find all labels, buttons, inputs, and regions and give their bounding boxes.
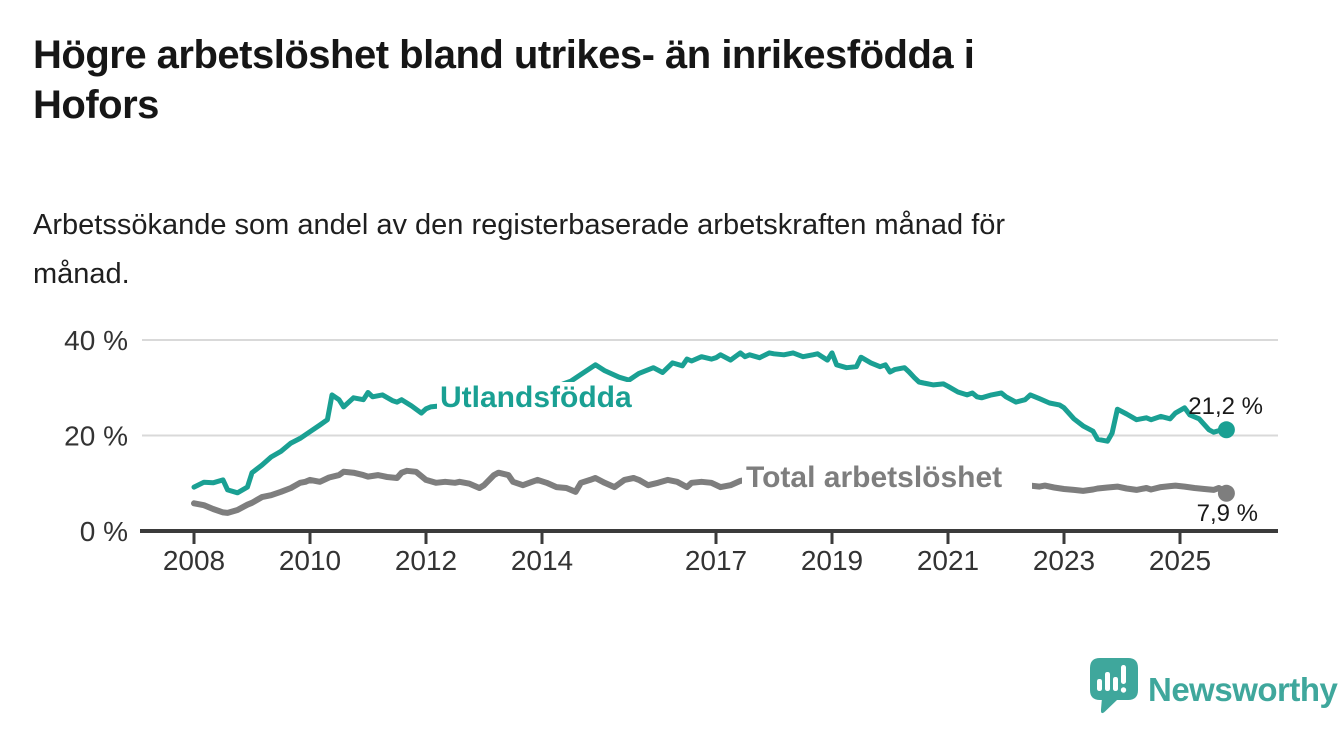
logo-exclamation-bar <box>1121 665 1126 684</box>
y-axis-label: 0 % <box>80 516 128 547</box>
total-label-mask <box>742 461 1032 493</box>
title-line-2: Hofors <box>33 83 159 127</box>
utlandsfodda-end-value-label: 21,2 % <box>1188 393 1263 420</box>
brand-name: Newsworthy <box>1148 671 1339 708</box>
x-axis-label: 2025 <box>1149 545 1211 576</box>
logo-bar-3 <box>1113 677 1118 691</box>
page-title: Högre arbetslöshet bland utrikes- än inr… <box>33 30 1313 130</box>
x-axis-label: 2021 <box>917 545 979 576</box>
logo-bar-2 <box>1105 672 1110 691</box>
utlandsfodda-end-dot <box>1217 421 1235 439</box>
total-arbetsloshet-line <box>191 467 1230 516</box>
title-line-1: Högre arbetslöshet bland utrikes- än inr… <box>33 33 975 77</box>
x-axis-label: 2012 <box>395 545 457 576</box>
x-axis-label: 2014 <box>511 545 573 576</box>
x-axis-label: 2008 <box>163 545 225 576</box>
logo-exclamation-dot <box>1120 687 1127 693</box>
utlandsfodda-series-label: Utlandsfödda <box>440 381 632 414</box>
y-axis-label: 40 % <box>64 325 128 356</box>
x-axis-label: 2019 <box>801 545 863 576</box>
subtitle-line-1: Arbetssökande som andel av den registerb… <box>33 209 1006 241</box>
x-axis-label: 2023 <box>1033 545 1095 576</box>
x-axis-label: 2017 <box>685 545 747 576</box>
y-axis-label: 20 % <box>64 421 128 452</box>
chart-subtitle: Arbetssökande som andel av den registerb… <box>33 201 1313 299</box>
axes-layer: 0 % 20 % 40 % 2008 2010 2012 2014 2017 2019 2021 2… <box>64 325 1278 576</box>
total-end-dot <box>1217 484 1235 502</box>
subtitle-line-2: månad. <box>33 258 130 290</box>
total-series-label: Total arbetslöshet <box>746 461 1002 494</box>
utlandsfodda-line <box>191 350 1229 496</box>
x-axis-label: 2010 <box>279 545 341 576</box>
newsworthy-logo: Newsworthy <box>1090 658 1339 714</box>
total-end-value-label: 7,9 % <box>1197 500 1258 527</box>
utlandsfodda-label-mask <box>437 382 644 412</box>
logo-bar-1 <box>1097 679 1102 691</box>
